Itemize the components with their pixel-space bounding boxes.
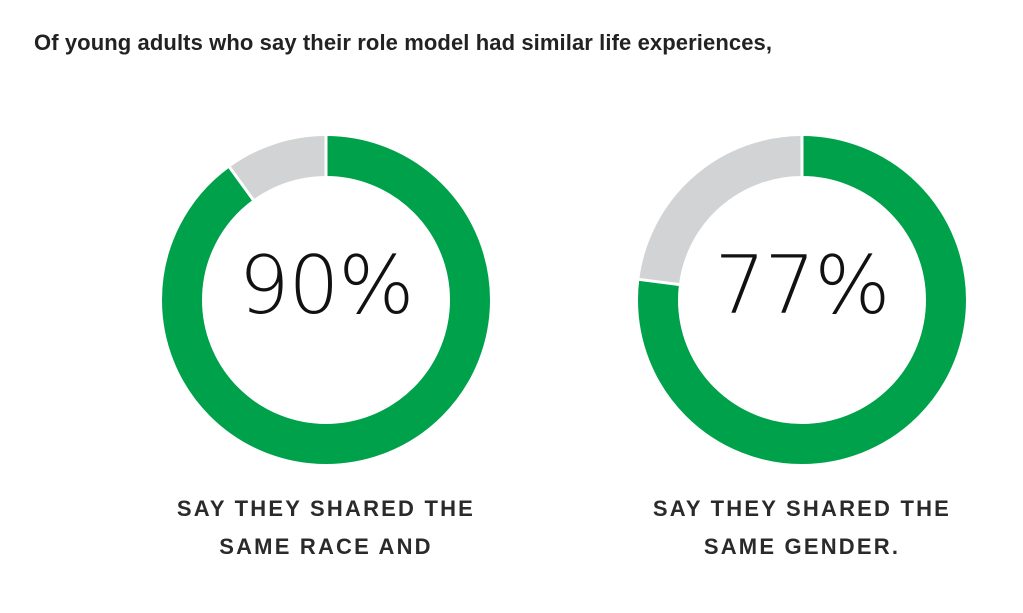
center-percent-label: 77% xyxy=(714,239,891,332)
donut-chart-race: 90% xyxy=(156,130,496,470)
caption-line: SAME RACE AND xyxy=(219,534,433,559)
caption-race: SAY THEY SHARED THE SAME RACE AND xyxy=(126,490,526,566)
slice-separator xyxy=(227,165,255,202)
donut-svg-race xyxy=(162,135,490,464)
donut-chart-gender: 77% xyxy=(632,130,972,470)
caption-line: SAY THEY SHARED THE xyxy=(652,496,952,521)
caption-gender: SAY THEY SHARED THE SAME GENDER. xyxy=(602,490,1002,566)
center-percent-label: 90% xyxy=(238,239,415,332)
donut-svg-gender xyxy=(638,135,966,464)
caption-line: SAME GENDER. xyxy=(703,534,901,559)
chart-headline: Of young adults who say their role model… xyxy=(34,30,773,55)
caption-line: SAY THEY SHARED THE xyxy=(176,496,476,521)
slice-separator xyxy=(638,277,681,287)
